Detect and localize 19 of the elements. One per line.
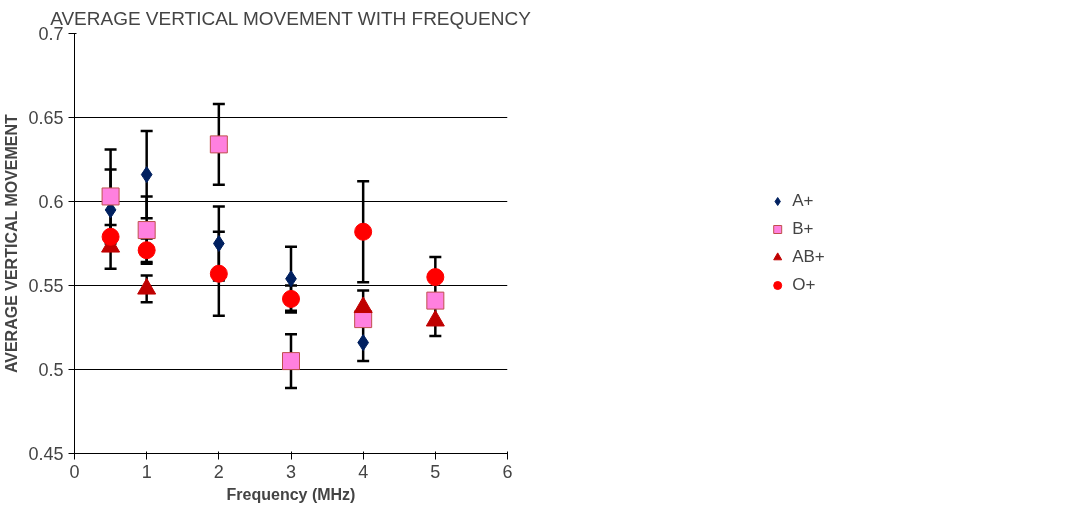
x-tick-label: 0: [69, 461, 80, 482]
y-tick-label: 0.55: [28, 276, 64, 296]
x-tick-label: 2: [213, 461, 224, 482]
x-tick-label: 4: [358, 461, 369, 482]
y-tick-label: 0.45: [28, 444, 64, 464]
legend-label: B+: [792, 219, 814, 239]
x-tick-label: 5: [430, 461, 441, 482]
x-axis-title: Frequency (MHz): [226, 485, 356, 503]
y-tick-label: 0.6: [38, 192, 64, 212]
x-tick-label: 6: [502, 461, 513, 482]
y-axis-title: AVERAGE VERTICAL MOVEMENT: [3, 113, 21, 374]
y-tick-label: 0.7: [38, 24, 64, 44]
legend-label: AB+: [792, 247, 825, 267]
x-tick-label: 1: [141, 461, 152, 482]
x-tick-label: 3: [285, 461, 297, 482]
legend-label: A+: [792, 191, 814, 211]
legend-label: O+: [792, 275, 816, 295]
y-tick-label: 0.65: [28, 108, 64, 128]
y-tick-label: 0.5: [38, 360, 64, 380]
